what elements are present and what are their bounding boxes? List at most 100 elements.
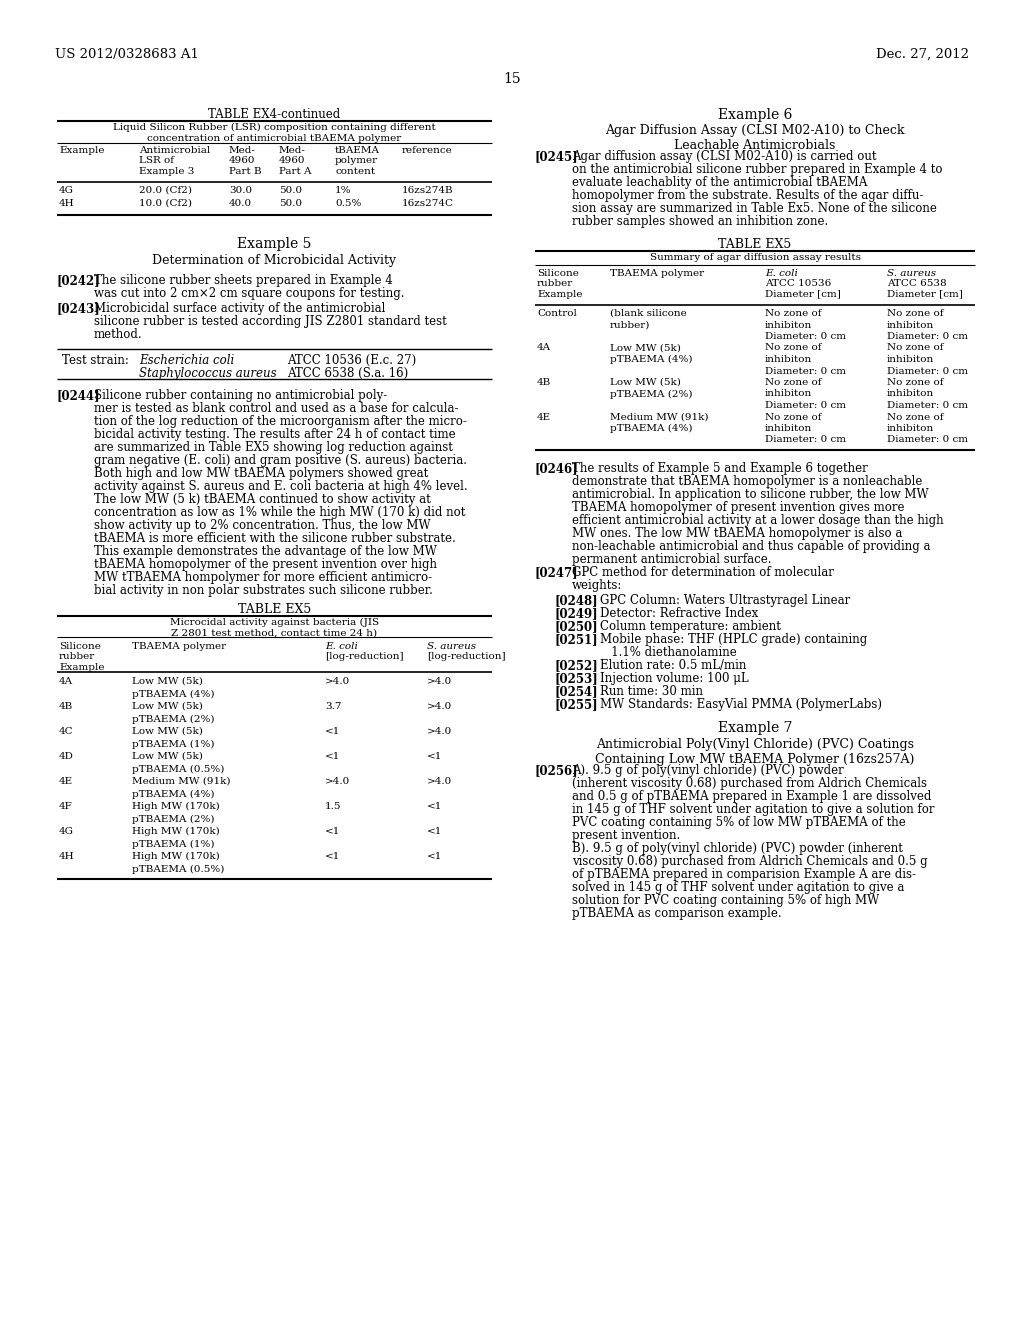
- Text: 4G: 4G: [59, 828, 74, 836]
- Text: <1: <1: [325, 727, 340, 737]
- Text: inhibiton: inhibiton: [765, 389, 812, 399]
- Text: Diameter: 0 cm: Diameter: 0 cm: [765, 401, 846, 411]
- Text: TBAEMA polymer: TBAEMA polymer: [132, 642, 226, 651]
- Text: Diameter: 0 cm: Diameter: 0 cm: [887, 367, 968, 375]
- Text: pTBAEMA (4%): pTBAEMA (4%): [132, 689, 214, 698]
- Text: silicone rubber is tested according JIS Z2801 standard test: silicone rubber is tested according JIS …: [94, 315, 446, 327]
- Text: pTBAEMA (0.5%): pTBAEMA (0.5%): [132, 865, 224, 874]
- Text: [0245]: [0245]: [535, 150, 579, 162]
- Text: Test strain:: Test strain:: [62, 354, 129, 367]
- Text: 4B: 4B: [59, 702, 74, 711]
- Text: Silicone
rubber
Example: Silicone rubber Example: [59, 642, 104, 672]
- Text: reference: reference: [402, 147, 453, 154]
- Text: [0255]: [0255]: [555, 698, 599, 711]
- Text: permanent antimicrobial surface.: permanent antimicrobial surface.: [572, 553, 771, 566]
- Text: MW Standards: EasyVial PMMA (PolymerLabs): MW Standards: EasyVial PMMA (PolymerLabs…: [600, 698, 882, 711]
- Text: Example 7: Example 7: [718, 721, 793, 735]
- Text: Diameter: 0 cm: Diameter: 0 cm: [765, 436, 846, 445]
- Text: S. aureus: S. aureus: [427, 642, 476, 651]
- Text: Diameter [cm]: Diameter [cm]: [765, 289, 841, 298]
- Text: <1: <1: [325, 752, 340, 762]
- Text: >4.0: >4.0: [427, 777, 453, 785]
- Text: activity against S. aureus and E. coli bacteria at high 4% level.: activity against S. aureus and E. coli b…: [94, 480, 468, 492]
- Text: E. coli: E. coli: [765, 269, 798, 279]
- Text: Elution rate: 0.5 mL/min: Elution rate: 0.5 mL/min: [600, 659, 746, 672]
- Text: ATCC 10536: ATCC 10536: [765, 279, 831, 288]
- Text: homopolymer from the substrate. Results of the agar diffu-: homopolymer from the substrate. Results …: [572, 189, 924, 202]
- Text: 4C: 4C: [59, 727, 74, 737]
- Text: E. coli: E. coli: [325, 642, 357, 651]
- Text: Diameter: 0 cm: Diameter: 0 cm: [887, 436, 968, 445]
- Text: TABLE EX5: TABLE EX5: [719, 238, 792, 251]
- Text: [0251]: [0251]: [555, 634, 599, 645]
- Text: bial activity in non polar substrates such silicone rubber.: bial activity in non polar substrates su…: [94, 583, 433, 597]
- Text: inhibiton: inhibiton: [765, 424, 812, 433]
- Text: pTBAEMA (2%): pTBAEMA (2%): [132, 714, 214, 723]
- Text: inhibiton: inhibiton: [887, 424, 934, 433]
- Text: 1.1% diethanolamine: 1.1% diethanolamine: [600, 645, 736, 659]
- Text: 50.0: 50.0: [279, 186, 302, 195]
- Text: 16zs274B: 16zs274B: [402, 186, 454, 195]
- Text: The results of Example 5 and Example 6 together: The results of Example 5 and Example 6 t…: [572, 462, 867, 475]
- Text: 4H: 4H: [59, 851, 75, 861]
- Text: [log-reduction]: [log-reduction]: [325, 652, 403, 661]
- Text: 4A: 4A: [537, 343, 551, 352]
- Text: High MW (170k): High MW (170k): [132, 828, 220, 836]
- Text: pTBAEMA (4%): pTBAEMA (4%): [132, 789, 214, 799]
- Text: are summarized in Table EX5 showing log reduction against: are summarized in Table EX5 showing log …: [94, 441, 453, 454]
- Text: Medium MW (91k): Medium MW (91k): [132, 777, 230, 785]
- Text: 4A: 4A: [59, 677, 73, 686]
- Text: PVC coating containing 5% of low MW pTBAEMA of the: PVC coating containing 5% of low MW pTBA…: [572, 816, 906, 829]
- Text: (inherent viscosity 0.68) purchased from Aldrich Chemicals: (inherent viscosity 0.68) purchased from…: [572, 777, 927, 789]
- Text: >4.0: >4.0: [427, 727, 453, 737]
- Text: MW tTBAEMA hompolymer for more efficient antimicro-: MW tTBAEMA hompolymer for more efficient…: [94, 572, 432, 583]
- Text: No zone of: No zone of: [765, 309, 821, 318]
- Text: No zone of: No zone of: [887, 378, 943, 387]
- Text: pTBAEMA (1%): pTBAEMA (1%): [132, 739, 214, 748]
- Text: 4B: 4B: [537, 378, 551, 387]
- Text: TBAEMA polymer: TBAEMA polymer: [610, 269, 705, 279]
- Text: Example 6: Example 6: [718, 108, 793, 121]
- Text: [0243]: [0243]: [57, 302, 100, 315]
- Text: Mobile phase: THF (HPLC grade) containing: Mobile phase: THF (HPLC grade) containin…: [600, 634, 867, 645]
- Text: GPC method for determination of molecular: GPC method for determination of molecula…: [572, 566, 834, 579]
- Text: Medium MW (91k): Medium MW (91k): [610, 412, 709, 421]
- Text: Low MW (5k): Low MW (5k): [132, 677, 203, 686]
- Text: 1%: 1%: [335, 186, 351, 195]
- Text: No zone of: No zone of: [887, 309, 943, 318]
- Text: Injection volume: 100 μL: Injection volume: 100 μL: [600, 672, 749, 685]
- Text: Diameter: 0 cm: Diameter: 0 cm: [887, 333, 968, 341]
- Text: 4D: 4D: [59, 752, 74, 762]
- Text: Med-
4960
Part B: Med- 4960 Part B: [229, 147, 261, 176]
- Text: sion assay are summarized in Table Ex5. None of the silicone: sion assay are summarized in Table Ex5. …: [572, 202, 937, 215]
- Text: No zone of: No zone of: [887, 343, 943, 352]
- Text: Example 5: Example 5: [238, 238, 311, 251]
- Text: demonstrate that tBAEMA homopolymer is a nonleachable: demonstrate that tBAEMA homopolymer is a…: [572, 475, 923, 488]
- Text: inhibiton: inhibiton: [887, 389, 934, 399]
- Text: Silicone rubber containing no antimicrobial poly-: Silicone rubber containing no antimicrob…: [94, 389, 387, 403]
- Text: rubber): rubber): [610, 321, 650, 330]
- Text: Column temperature: ambient: Column temperature: ambient: [600, 620, 781, 634]
- Text: The low MW (5 k) tBAEMA continued to show activity at: The low MW (5 k) tBAEMA continued to sho…: [94, 492, 431, 506]
- Text: [0253]: [0253]: [555, 672, 599, 685]
- Text: antimicrobial. In application to silicone rubber, the low MW: antimicrobial. In application to silicon…: [572, 488, 929, 502]
- Text: weights:: weights:: [572, 579, 623, 591]
- Text: tBAEMA homopolymer of the present invention over high: tBAEMA homopolymer of the present invent…: [94, 558, 437, 572]
- Text: [0242]: [0242]: [57, 275, 100, 286]
- Text: [0250]: [0250]: [555, 620, 599, 634]
- Text: 0.5%: 0.5%: [335, 199, 361, 209]
- Text: show activity up to 2% concentration. Thus, the low MW: show activity up to 2% concentration. Th…: [94, 519, 431, 532]
- Text: concentration as low as 1% while the high MW (170 k) did not: concentration as low as 1% while the hig…: [94, 506, 465, 519]
- Text: evaluate leachablity of the antimicrobial tBAEMA: evaluate leachablity of the antimicrobia…: [572, 176, 867, 189]
- Text: 15: 15: [503, 73, 521, 86]
- Text: High MW (170k): High MW (170k): [132, 851, 220, 861]
- Text: Agar diffusion assay (CLSI M02-A10) is carried out: Agar diffusion assay (CLSI M02-A10) is c…: [572, 150, 877, 162]
- Text: and 0.5 g of pTBAEMA prepared in Example 1 are dissolved: and 0.5 g of pTBAEMA prepared in Example…: [572, 789, 932, 803]
- Text: 1.5: 1.5: [325, 803, 341, 810]
- Text: S. aureus: S. aureus: [887, 269, 936, 279]
- Text: Liquid Silicon Rubber (LSR) composition containing different
concentration of an: Liquid Silicon Rubber (LSR) composition …: [113, 123, 436, 143]
- Text: bicidal activity testing. The results after 24 h of contact time: bicidal activity testing. The results af…: [94, 428, 456, 441]
- Text: method.: method.: [94, 327, 142, 341]
- Text: 16zs274C: 16zs274C: [402, 199, 454, 209]
- Text: >4.0: >4.0: [325, 777, 350, 785]
